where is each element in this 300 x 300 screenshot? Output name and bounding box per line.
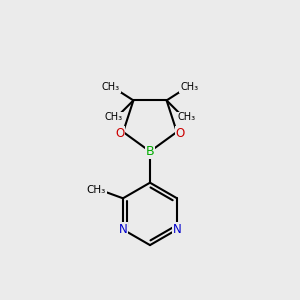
Text: N: N [118,223,127,236]
Text: O: O [115,127,124,140]
Text: CH₃: CH₃ [87,185,106,195]
Text: CH₃: CH₃ [105,112,123,122]
Text: CH₃: CH₃ [177,112,195,122]
Text: B: B [146,145,154,158]
Text: CH₃: CH₃ [180,82,198,92]
Text: N: N [173,223,182,236]
Text: O: O [176,127,185,140]
Text: CH₃: CH₃ [102,82,120,92]
